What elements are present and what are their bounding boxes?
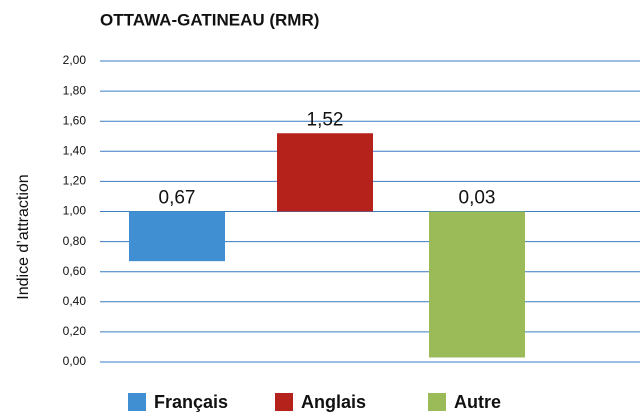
y-tick-label: 0,60 [63, 264, 87, 278]
legend-swatch [428, 393, 446, 411]
y-tick-label: 0,80 [63, 234, 87, 248]
bar [277, 133, 373, 212]
y-tick-label: 2,00 [63, 53, 87, 67]
legend-label: Autre [454, 392, 501, 412]
legend-swatch [128, 393, 146, 411]
bar [429, 211, 525, 358]
y-tick-label: 0,40 [63, 294, 87, 308]
y-tick-label: 1,00 [63, 204, 87, 218]
value-label: 0,67 [159, 188, 196, 209]
y-axis-label: Indice d’attraction [15, 174, 32, 299]
legend-label: Anglais [301, 392, 366, 412]
y-tick-label: 0,00 [63, 354, 87, 368]
legend-label: Français [154, 392, 228, 412]
y-tick-label: 1,40 [63, 143, 87, 157]
bar [129, 211, 225, 262]
y-tick-label: 1,20 [63, 174, 87, 188]
value-label: 0,03 [459, 188, 496, 209]
legend-swatch [275, 393, 293, 411]
y-tick-label: 1,60 [63, 113, 87, 127]
chart-title: OTTAWA-GATINEAU (RMR) [100, 10, 319, 29]
y-tick-label: 0,20 [63, 324, 87, 338]
value-label: 1,52 [307, 109, 344, 130]
y-tick-label: 1,80 [63, 83, 87, 97]
